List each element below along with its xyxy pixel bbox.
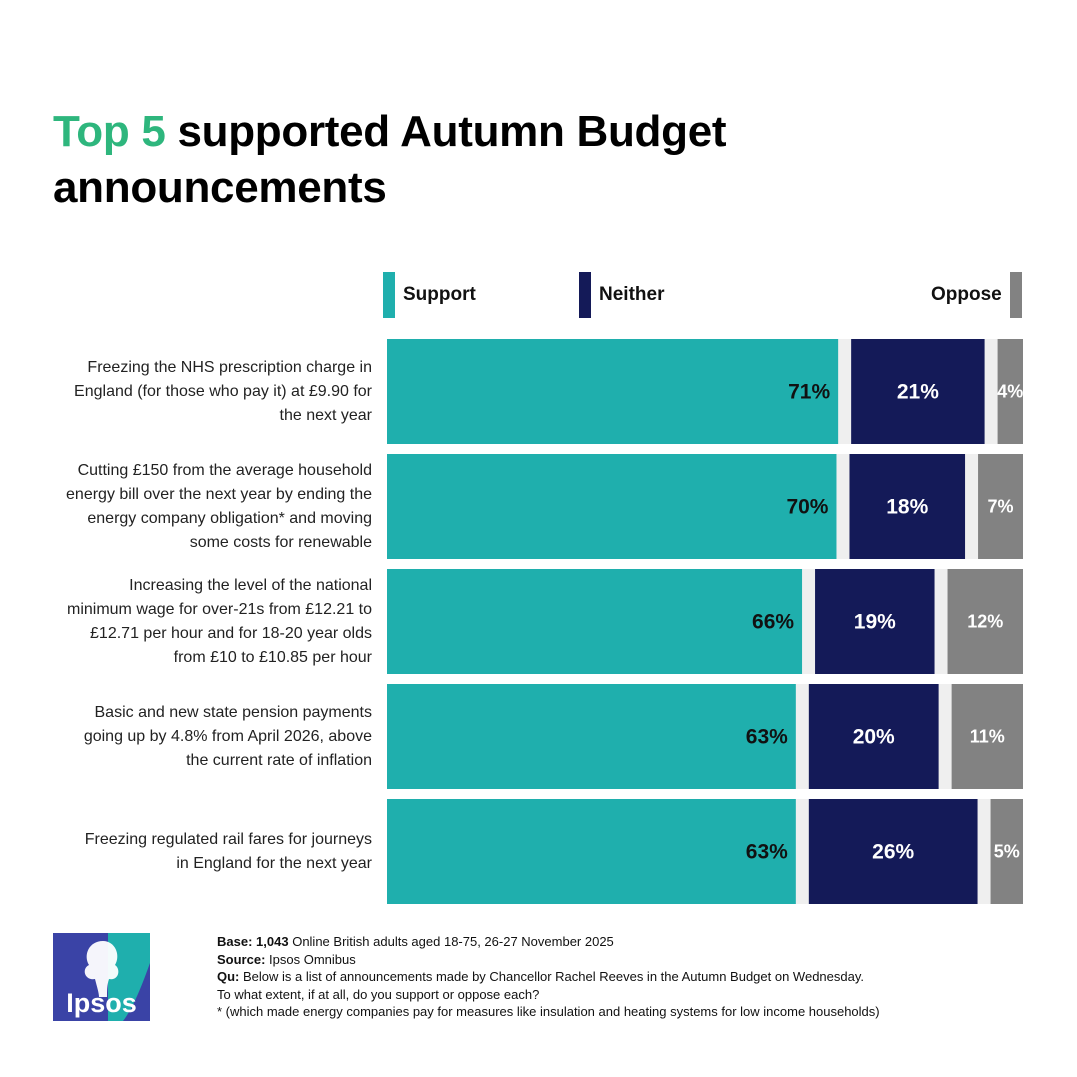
row-label-line: energy bill over the next year by ending… xyxy=(66,485,372,503)
ipsos-logo: Ipsos xyxy=(53,933,150,1021)
value-label-support: 63% xyxy=(746,841,788,864)
row-label-line: England (for those who pay it) at £9.90 … xyxy=(74,382,372,400)
row-label-line: Cutting £150 from the average household xyxy=(77,461,372,479)
value-label-oppose: 5% xyxy=(994,842,1020,862)
bar-neither xyxy=(808,684,939,789)
bar-oppose xyxy=(978,454,1023,559)
value-label-oppose: 12% xyxy=(967,612,1003,632)
logo-text: Ipsos xyxy=(66,988,137,1018)
value-label-neither: 21% xyxy=(897,381,939,404)
bar-neither xyxy=(815,569,935,674)
bar-oppose xyxy=(951,684,1023,789)
bar-support xyxy=(387,569,803,674)
legend-oppose-swatch xyxy=(1009,272,1022,318)
bar-support xyxy=(387,799,796,904)
row-label: Basic and new state pension payments goin… xyxy=(40,684,372,789)
footer-source: Source: Ipsos Omnibus xyxy=(217,951,356,967)
value-label-support: 66% xyxy=(752,611,794,634)
row-label-line: some costs for renewable xyxy=(189,533,372,551)
bar-support xyxy=(387,339,839,444)
bar-oppose xyxy=(997,339,1023,444)
value-label-neither: 19% xyxy=(854,611,896,634)
bar-support xyxy=(387,454,837,559)
value-label-neither: 26% xyxy=(872,841,914,864)
footer-question-2: To what extent, if at all, do you suppor… xyxy=(217,986,540,1002)
footer-note: * (which made energy companies pay for m… xyxy=(217,1004,880,1019)
bar-neither xyxy=(849,454,966,559)
title-highlight: Top 5 xyxy=(53,107,166,156)
value-label-support: 70% xyxy=(786,496,828,519)
bar-oppose xyxy=(947,569,1023,674)
legend-support: Support xyxy=(383,272,476,318)
value-label-neither: 20% xyxy=(853,726,895,749)
footer-notes: Base: 1,043 Online British adults aged 1… xyxy=(217,933,1017,1021)
row-label-line: energy company obligation* and moving xyxy=(87,509,372,527)
row-label-line: Increasing the level of the national xyxy=(129,576,372,594)
legend-neither: Neither xyxy=(579,272,664,318)
title-rest: supported Autumn Budget announcements xyxy=(53,107,727,212)
bar-neither xyxy=(808,799,978,904)
value-label-support: 63% xyxy=(746,726,788,749)
legend-support-swatch xyxy=(383,272,395,318)
footer-base: Base: 1,043 Online British adults aged 1… xyxy=(217,934,614,949)
legend-neither-swatch xyxy=(579,272,591,318)
legend-oppose: Oppose xyxy=(931,272,1022,318)
value-label-oppose: 11% xyxy=(970,727,1005,747)
page-title: Top 5 supported Autumn Budget announceme… xyxy=(53,104,953,216)
row-label-line: the current rate of inflation xyxy=(186,751,372,769)
value-label-oppose: 4% xyxy=(997,382,1023,402)
footer-question: Qu: Below is a list of announcements mad… xyxy=(217,969,864,984)
row-label-line: from £10 to £10.85 per hour xyxy=(173,648,372,666)
row-label: Cutting £150 from the average household e… xyxy=(40,454,372,559)
legend-neither-label: Neither xyxy=(599,284,665,305)
bar-oppose xyxy=(990,799,1023,904)
bar-neither xyxy=(851,339,985,444)
row-label: Freezing the NHS prescription charge in E… xyxy=(40,339,372,444)
value-label-oppose: 7% xyxy=(988,497,1014,517)
row-label-line: £12.71 per hour and for 18-20 year olds xyxy=(90,624,372,642)
row-label-line: Freezing the NHS prescription charge in xyxy=(87,358,372,376)
legend-oppose-label: Oppose xyxy=(931,284,1002,305)
row-label-line: Basic and new state pension payments xyxy=(94,703,373,721)
row-label-line: going up by 4.8% from April 2026, above xyxy=(83,727,372,745)
row-label: Freezing regulated rail fares for journe… xyxy=(40,799,372,904)
row-label-line: in England for the next year xyxy=(176,854,372,872)
value-label-neither: 18% xyxy=(886,496,928,519)
legend-support-label: Support xyxy=(403,284,476,305)
row-label-line: Freezing regulated rail fares for journe… xyxy=(84,830,372,848)
row-label-line: the next year xyxy=(279,406,373,424)
bar-support xyxy=(387,684,796,789)
row-label: Increasing the level of the national mini… xyxy=(40,569,372,674)
value-label-support: 71% xyxy=(788,381,830,404)
row-label-line: minimum wage for over-21s from £12.21 to xyxy=(66,600,372,618)
